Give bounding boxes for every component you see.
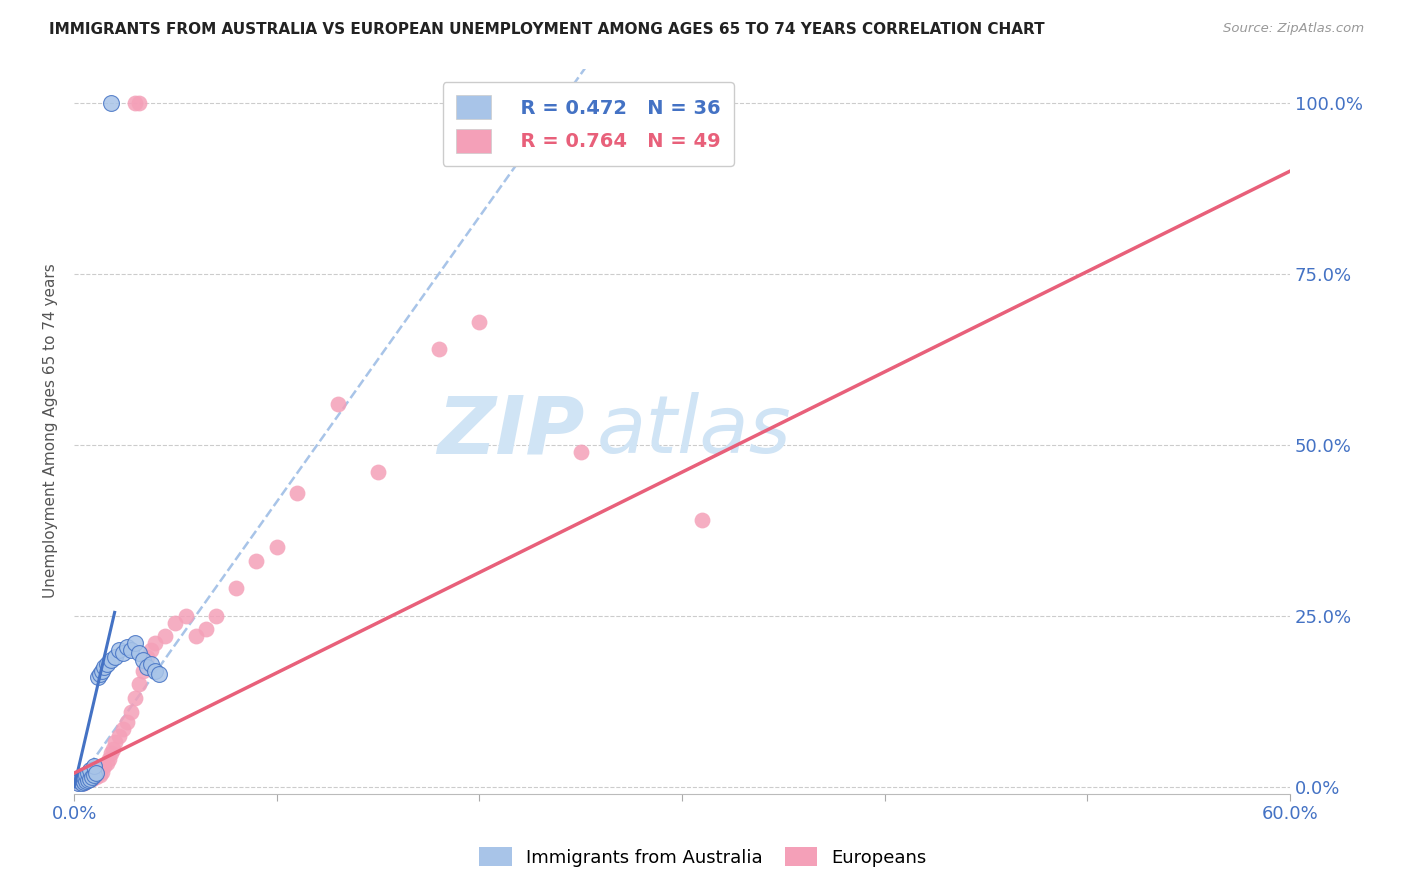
Point xyxy=(67,776,90,790)
Point xyxy=(136,649,159,664)
Point xyxy=(367,465,389,479)
Point xyxy=(83,759,105,773)
Legend: Immigrants from Australia, Europeans: Immigrants from Australia, Europeans xyxy=(472,840,934,874)
Point xyxy=(132,664,155,678)
Point xyxy=(245,554,267,568)
Point xyxy=(569,444,592,458)
Point xyxy=(73,775,96,789)
Point xyxy=(194,623,217,637)
Point xyxy=(155,629,177,643)
Point xyxy=(139,643,162,657)
Point xyxy=(79,772,101,786)
Point xyxy=(107,729,129,743)
Point xyxy=(104,649,127,664)
Point xyxy=(692,513,714,527)
Point xyxy=(75,774,97,789)
Point xyxy=(73,772,96,786)
Point xyxy=(266,541,288,555)
Point xyxy=(77,772,100,787)
Point xyxy=(82,770,104,784)
Text: Source: ZipAtlas.com: Source: ZipAtlas.com xyxy=(1223,22,1364,36)
Point xyxy=(83,766,105,780)
Point xyxy=(136,660,159,674)
Point xyxy=(184,629,207,643)
Point xyxy=(70,772,93,786)
Point xyxy=(93,660,115,674)
Point xyxy=(100,653,122,667)
Point xyxy=(86,770,108,784)
Point xyxy=(124,95,146,110)
Point xyxy=(77,766,100,780)
Point xyxy=(89,667,111,681)
Point xyxy=(96,657,118,671)
Point xyxy=(120,705,142,719)
Point xyxy=(120,643,142,657)
Point xyxy=(87,763,110,777)
Point xyxy=(89,767,111,781)
Point xyxy=(82,772,104,786)
Point xyxy=(73,776,96,790)
Point xyxy=(165,615,187,630)
Point xyxy=(96,756,118,770)
Point xyxy=(79,763,101,777)
Point xyxy=(93,759,115,773)
Point xyxy=(77,772,100,787)
Point xyxy=(70,775,93,789)
Legend:   R = 0.472   N = 36,   R = 0.764   N = 49: R = 0.472 N = 36, R = 0.764 N = 49 xyxy=(443,82,734,166)
Point xyxy=(111,722,134,736)
Point xyxy=(128,647,150,661)
Point xyxy=(69,772,91,787)
Point xyxy=(174,608,197,623)
Point xyxy=(67,776,90,790)
Point xyxy=(128,95,150,110)
Point xyxy=(427,342,450,356)
Point xyxy=(69,774,91,789)
Point xyxy=(132,653,155,667)
Point xyxy=(91,664,114,678)
Point xyxy=(75,767,97,781)
Point xyxy=(100,746,122,760)
Point xyxy=(143,636,166,650)
Text: atlas: atlas xyxy=(598,392,792,470)
Point xyxy=(124,690,146,705)
Point xyxy=(285,485,308,500)
Point xyxy=(73,770,96,784)
Point xyxy=(468,315,491,329)
Point xyxy=(225,582,247,596)
Point xyxy=(205,608,228,623)
Point xyxy=(75,770,97,784)
Point xyxy=(104,735,127,749)
Point xyxy=(128,677,150,691)
Point xyxy=(87,670,110,684)
Point xyxy=(326,397,349,411)
Point xyxy=(107,643,129,657)
Point xyxy=(115,714,138,729)
Point xyxy=(70,772,93,787)
Point xyxy=(75,774,97,789)
Point xyxy=(97,752,120,766)
Point xyxy=(101,742,124,756)
Point xyxy=(79,767,101,781)
Point xyxy=(139,657,162,671)
Point xyxy=(143,664,166,678)
Text: ZIP: ZIP xyxy=(437,392,585,470)
Text: IMMIGRANTS FROM AUSTRALIA VS EUROPEAN UNEMPLOYMENT AMONG AGES 65 TO 74 YEARS COR: IMMIGRANTS FROM AUSTRALIA VS EUROPEAN UN… xyxy=(49,22,1045,37)
Point xyxy=(83,767,105,781)
Y-axis label: Unemployment Among Ages 65 to 74 years: Unemployment Among Ages 65 to 74 years xyxy=(44,264,58,599)
Point xyxy=(91,764,114,779)
Point xyxy=(100,95,122,110)
Point xyxy=(115,640,138,654)
Point xyxy=(124,636,146,650)
Point xyxy=(148,667,170,681)
Point xyxy=(86,766,108,780)
Point xyxy=(111,647,134,661)
Point xyxy=(69,774,91,789)
